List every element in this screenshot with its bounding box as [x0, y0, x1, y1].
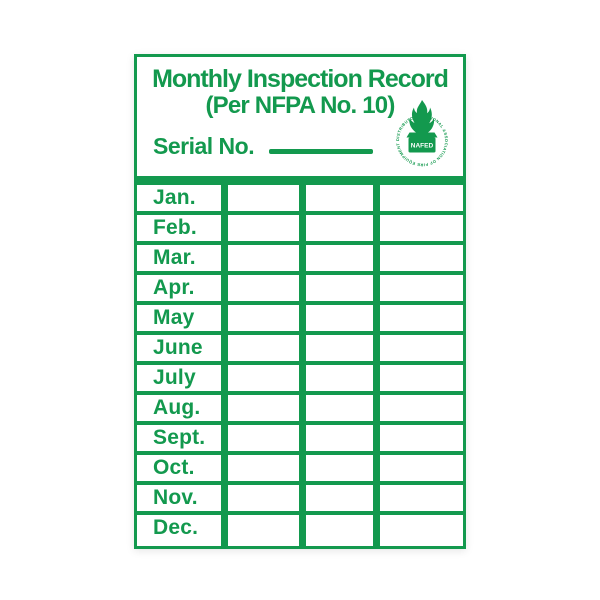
inspection-cell	[221, 245, 299, 271]
inspection-cell	[299, 335, 373, 361]
month-cell: July	[153, 366, 196, 389]
label-header: Monthly Inspection Record (Per NFPA No. …	[137, 57, 463, 176]
table-row: Dec.	[137, 515, 463, 546]
cabinet-roof	[406, 132, 438, 138]
inspection-cell	[373, 275, 463, 301]
month-cell: Apr.	[153, 276, 195, 299]
table-row: Jan.	[137, 185, 463, 215]
month-cell: Nov.	[153, 486, 198, 509]
inspection-table: Jan. Feb. Mar. Apr.	[137, 176, 463, 546]
inspection-cell	[221, 275, 299, 301]
inspection-cell	[221, 485, 299, 511]
inspection-cell	[299, 425, 373, 451]
inspection-cell	[299, 215, 373, 241]
inspection-cell	[299, 305, 373, 331]
inspection-cell	[299, 365, 373, 391]
table-row: Apr.	[137, 275, 463, 305]
month-cell: May	[153, 306, 195, 329]
inspection-cell	[221, 215, 299, 241]
inspection-cell	[373, 335, 463, 361]
inspection-cell	[221, 425, 299, 451]
nafed-logo: NATIONAL ASSOCIATION OF FIRE EQUIPMENT D…	[389, 99, 449, 167]
table-row: June	[137, 335, 463, 365]
inspection-cell	[221, 395, 299, 421]
inspection-cell	[373, 515, 463, 546]
inspection-cell	[299, 455, 373, 481]
inspection-cell	[221, 515, 299, 546]
table-row: Oct.	[137, 455, 463, 485]
inspection-cell	[221, 305, 299, 331]
month-cell: Oct.	[153, 456, 195, 479]
inspection-cell	[221, 335, 299, 361]
inspection-label: Monthly Inspection Record (Per NFPA No. …	[134, 54, 466, 549]
month-cell: June	[153, 336, 203, 359]
inspection-cell	[221, 365, 299, 391]
inspection-cell	[373, 305, 463, 331]
inspection-cell	[299, 275, 373, 301]
flame-icon	[409, 100, 435, 133]
table-row: July	[137, 365, 463, 395]
table-row: Nov.	[137, 485, 463, 515]
inspection-cell	[373, 365, 463, 391]
month-cell: Jan.	[153, 186, 196, 209]
serial-number-blank-line	[269, 149, 373, 154]
inspection-cell	[373, 485, 463, 511]
table-row: May	[137, 305, 463, 335]
inspection-cell	[373, 425, 463, 451]
inspection-cell	[299, 245, 373, 271]
month-cell: Feb.	[153, 216, 197, 239]
inspection-cell	[299, 395, 373, 421]
inspection-cell	[299, 185, 373, 211]
serial-number-label: Serial No.	[153, 133, 255, 159]
label-subtitle: (Per NFPA No. 10)	[205, 92, 395, 119]
label-title: Monthly Inspection Record	[152, 65, 449, 93]
inspection-cell	[373, 215, 463, 241]
table-row: Feb.	[137, 215, 463, 245]
month-cell: Dec.	[153, 516, 199, 539]
inspection-cell	[373, 455, 463, 481]
inspection-cell	[299, 515, 373, 546]
table-row: Mar.	[137, 245, 463, 275]
cabinet-box	[408, 137, 436, 153]
inspection-cell	[299, 485, 373, 511]
logo-center-text: NAFED	[411, 143, 434, 150]
month-cell: Mar.	[153, 246, 196, 269]
inspection-cell	[373, 245, 463, 271]
month-cell: Aug.	[153, 396, 201, 419]
inspection-cell	[221, 455, 299, 481]
inspection-cell	[373, 185, 463, 211]
month-cell: Sept.	[153, 426, 206, 449]
inspection-cell	[373, 395, 463, 421]
table-row: Sept.	[137, 425, 463, 455]
inspection-cell	[221, 185, 299, 211]
table-row: Aug.	[137, 395, 463, 425]
